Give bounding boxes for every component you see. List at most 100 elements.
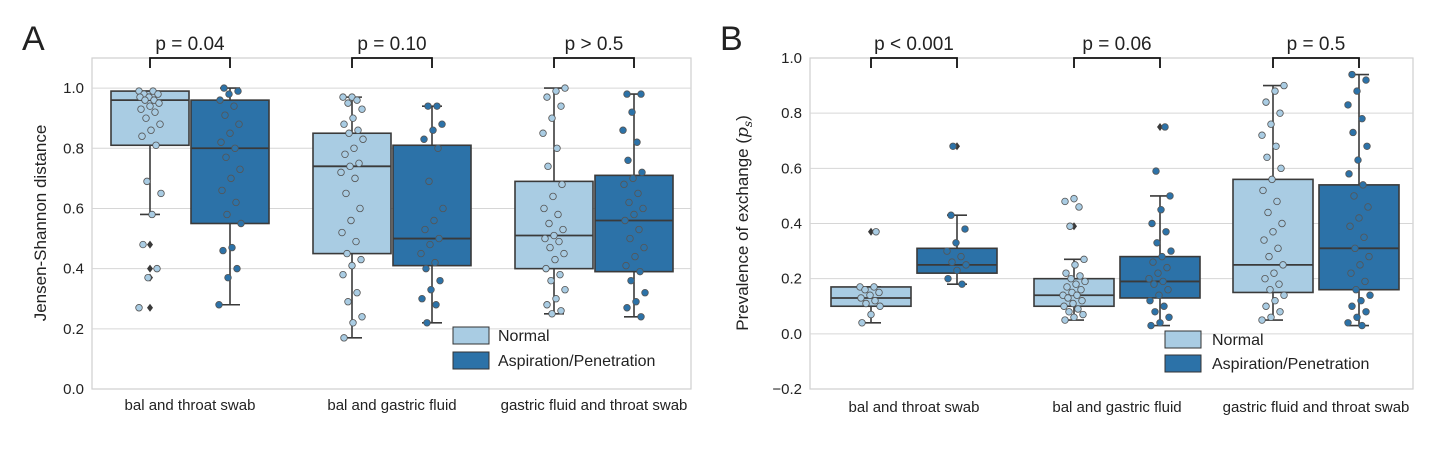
data-point	[152, 141, 160, 149]
data-point	[1158, 252, 1166, 261]
box-normal	[110, 87, 190, 312]
data-point	[219, 246, 227, 255]
data-point	[555, 237, 563, 246]
data-point	[1277, 164, 1285, 173]
data-point	[154, 90, 162, 98]
data-point	[356, 204, 364, 213]
y-axis-label-var: p	[733, 127, 753, 138]
y-tick-label: −0.2	[772, 381, 802, 398]
data-point	[1151, 308, 1159, 316]
data-point	[434, 144, 442, 152]
data-point	[943, 247, 951, 255]
data-point	[539, 129, 547, 137]
data-point	[1148, 219, 1156, 228]
data-point	[1364, 203, 1372, 211]
data-point	[1258, 131, 1266, 139]
data-point	[1070, 313, 1078, 321]
data-point	[339, 270, 347, 279]
category-label: gastric fluid and throat swab	[501, 397, 688, 414]
data-point	[861, 286, 869, 294]
data-point	[1280, 291, 1288, 299]
data-point	[1355, 214, 1363, 222]
category-labels: bal and throat swab bal and gastric flui…	[125, 397, 688, 414]
data-point	[1152, 167, 1160, 175]
data-point	[1161, 123, 1169, 131]
data-point	[641, 289, 649, 297]
legend: Normal Aspiration/Penetration	[1164, 330, 1369, 373]
p-value-bracket	[149, 57, 231, 68]
data-point	[358, 105, 366, 113]
data-point	[636, 267, 644, 276]
legend-label-aspiration: Aspiration/Penetration	[1212, 356, 1369, 373]
data-point	[1262, 302, 1270, 310]
data-point	[635, 225, 643, 234]
data-point	[344, 99, 352, 107]
data-point	[541, 234, 549, 243]
data-point	[346, 162, 354, 171]
data-point	[225, 90, 233, 98]
data-point	[551, 255, 559, 264]
y-tick-label: 0.8	[781, 105, 802, 122]
data-point	[236, 165, 244, 174]
flier	[147, 264, 153, 273]
data-point	[561, 84, 569, 92]
data-point	[355, 159, 363, 168]
data-point	[342, 189, 350, 198]
box-normal	[514, 84, 594, 318]
data-point	[433, 102, 441, 110]
p-value-annotations: p = 0.04 p = 0.10 p > 0.5	[149, 34, 635, 68]
data-point	[421, 225, 429, 234]
data-point	[1145, 274, 1153, 283]
data-point	[553, 144, 561, 152]
data-point	[226, 129, 234, 137]
data-point	[1065, 308, 1073, 316]
legend: Normal Aspiration/Penetration	[452, 326, 655, 370]
data-point	[1156, 319, 1164, 327]
data-point	[1262, 98, 1270, 106]
data-point	[948, 258, 956, 266]
data-point	[1347, 269, 1355, 277]
data-point	[1074, 305, 1082, 313]
data-point	[220, 84, 228, 92]
data-point	[231, 144, 239, 152]
data-point	[230, 102, 238, 110]
data-point	[341, 150, 349, 158]
data-point	[227, 174, 235, 183]
data-point	[1280, 81, 1288, 90]
legend-swatch-normal	[452, 326, 490, 345]
data-point	[631, 252, 639, 261]
data-point	[560, 249, 568, 258]
box-aspiration	[1318, 70, 1400, 330]
data-point	[949, 142, 957, 150]
p-value-bracket	[1272, 57, 1360, 68]
data-point	[639, 204, 647, 213]
data-point	[543, 93, 551, 101]
y-tick-label: 1.0	[63, 80, 84, 97]
data-point	[354, 126, 362, 134]
box-normal	[312, 93, 392, 342]
data-point	[427, 286, 435, 294]
data-point	[621, 216, 629, 225]
data-point	[1352, 286, 1360, 294]
panel-a: A 0.0 0.2 0.4 0.6 0.8 1.0 Jensen-Shannon dist…	[22, 20, 692, 414]
y-tick-label: 0.8	[63, 140, 84, 157]
data-point	[557, 102, 565, 110]
data-point	[872, 228, 880, 236]
data-point	[418, 295, 426, 303]
data-point	[143, 177, 151, 186]
data-point	[228, 243, 236, 252]
data-point	[1071, 261, 1079, 269]
y-tick-label: 0.2	[63, 321, 84, 338]
boxes	[830, 70, 1400, 330]
data-point	[420, 135, 428, 143]
y-ticks: −0.2 0.0 0.2 0.4 0.6 0.8 1.0	[772, 50, 802, 398]
data-point	[1362, 308, 1370, 316]
data-point	[436, 276, 444, 285]
p-value-bracket	[1073, 57, 1161, 68]
flier	[868, 227, 874, 236]
data-point	[628, 108, 636, 116]
data-point	[142, 114, 150, 122]
data-point	[633, 138, 641, 146]
data-point	[630, 210, 638, 219]
data-point	[953, 266, 961, 275]
